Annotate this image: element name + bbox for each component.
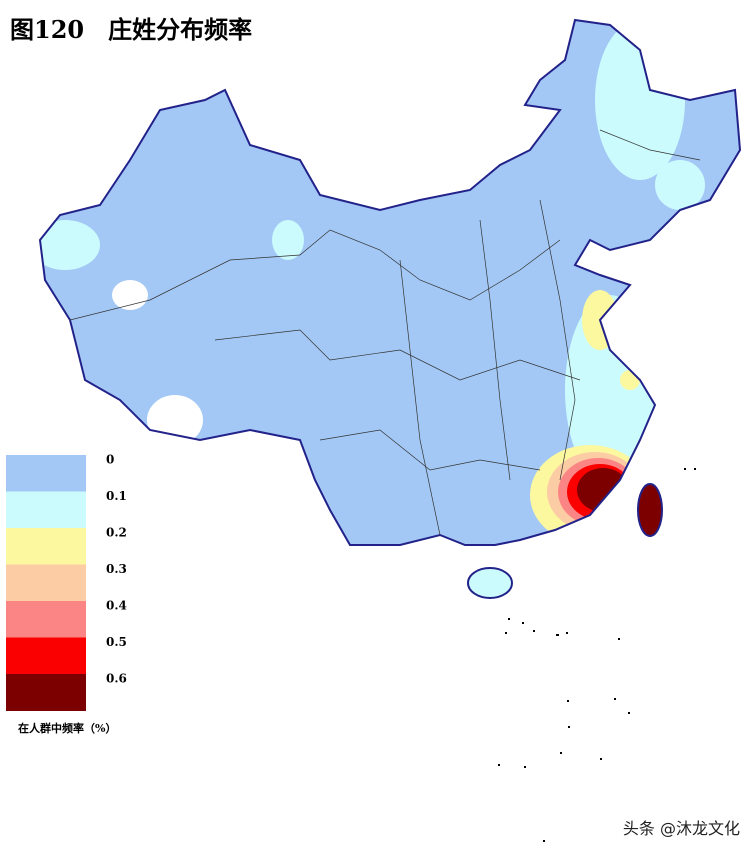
- watermark: 头条 @沐龙文化: [623, 819, 740, 838]
- legend-label: 0.4: [106, 599, 127, 613]
- islands: [498, 468, 696, 842]
- legend-label: 0.5: [106, 635, 127, 649]
- legend-swatch: [6, 564, 86, 602]
- legend-label: 0.1: [106, 489, 127, 503]
- province-borders: [69, 129, 701, 536]
- legend-swatch: [6, 637, 86, 675]
- legend-label: 0.6: [106, 672, 127, 686]
- legend-label: 0: [106, 453, 114, 467]
- legend-swatch: [6, 528, 86, 565]
- legend: 0 0.1 0.2 0.3 0.4 0.5 0.6: [6, 453, 127, 711]
- legend-label: 0.2: [106, 526, 127, 540]
- map-title: 图120 庄姓分布频率: [10, 15, 252, 44]
- legend-swatch: [6, 455, 86, 492]
- legend-swatch: [6, 601, 86, 638]
- legend-caption: 在人群中频率（%）: [18, 721, 116, 735]
- legend-label: 0.3: [106, 562, 127, 576]
- legend-swatch: [6, 491, 86, 529]
- map-outline: [38, 18, 742, 599]
- legend-swatch: [6, 674, 86, 711]
